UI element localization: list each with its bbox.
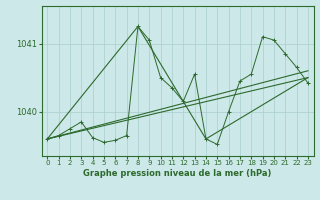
X-axis label: Graphe pression niveau de la mer (hPa): Graphe pression niveau de la mer (hPa) xyxy=(84,169,272,178)
